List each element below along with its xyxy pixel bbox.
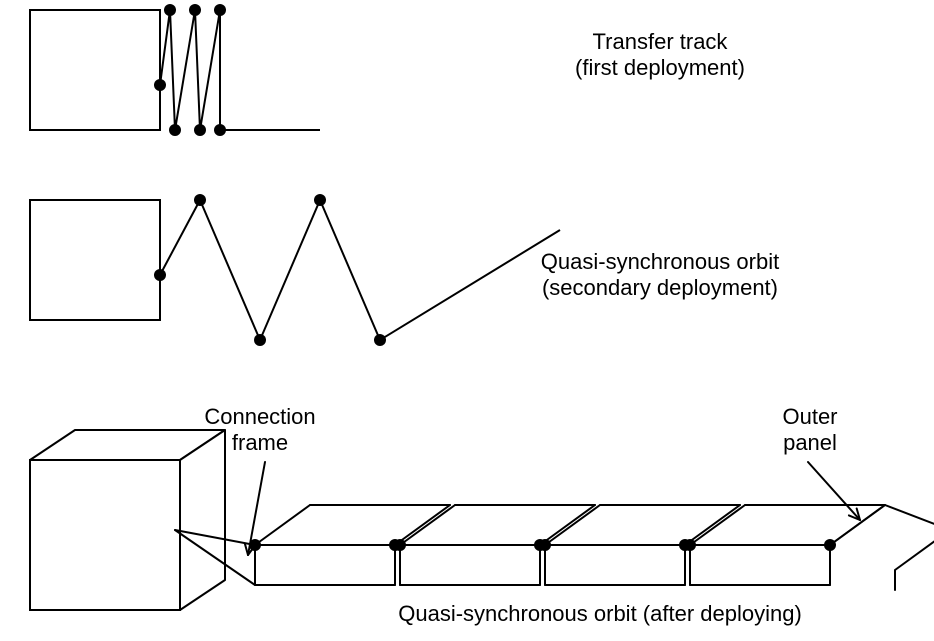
stage3-bottom-label: Quasi-synchronous orbit (after deploying… [398,601,802,627]
stage2-label: Quasi-synchronous orbit (secondary deplo… [541,249,779,302]
connection-frame-label: Connection frame [204,404,315,457]
outer-panel-label: Outer panel [782,404,837,457]
stage1-label: Transfer track (first deployment) [575,29,745,82]
diagram-canvas [0,0,934,641]
